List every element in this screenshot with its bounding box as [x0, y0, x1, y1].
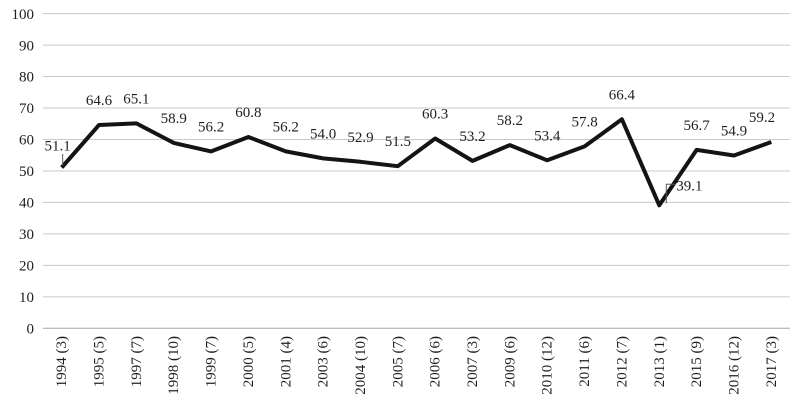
x-axis-category-label: 2015 (9) [689, 336, 705, 387]
y-axis-tick-label: 90 [19, 38, 34, 54]
data-point-label: 58.2 [497, 113, 523, 129]
data-point-label: 51.1 [45, 138, 71, 154]
x-axis-category-label: 2009 (6) [502, 336, 518, 387]
x-axis-category-label: 2000 (5) [241, 336, 257, 387]
data-point-label: 54.0 [310, 126, 336, 142]
x-axis-category-label: 2012 (7) [614, 336, 630, 387]
data-point-label: 51.5 [385, 134, 411, 150]
data-point-label: 54.9 [721, 124, 747, 140]
x-axis-category-label: 2010 (12) [540, 336, 556, 395]
y-axis-tick-label: 50 [19, 164, 34, 180]
x-axis-category-label: 2007 (3) [465, 336, 481, 387]
y-axis-tick-label: 60 [19, 133, 34, 149]
y-axis-tick-label: 80 [19, 70, 34, 86]
data-point-label: 65.1 [123, 91, 149, 107]
x-axis-category-label: 1998 (10) [166, 336, 182, 395]
y-axis-tick-label: 30 [19, 227, 34, 243]
data-point-label: 53.4 [534, 128, 561, 144]
x-axis-category-label: 2006 (6) [428, 336, 444, 387]
x-axis-category-label: 2003 (6) [316, 336, 332, 387]
data-point-label: 64.6 [86, 93, 113, 109]
data-point-label: 39.1 [676, 178, 702, 194]
x-axis-category-label: 2016 (12) [727, 336, 743, 395]
x-axis-category-label: 2017 (3) [764, 336, 780, 387]
x-axis-category-label: 2001 (4) [278, 336, 294, 387]
x-axis-category-label: 1999 (7) [204, 336, 220, 387]
leader-line [665, 183, 676, 204]
x-axis-category-label: 1997 (7) [129, 336, 145, 387]
y-axis-tick-label: 70 [19, 101, 34, 117]
x-axis-category-label: 2013 (1) [652, 336, 668, 387]
x-axis-category-label: 2011 (6) [577, 336, 593, 387]
data-point-label: 60.3 [422, 107, 448, 123]
series-line [60, 117, 772, 208]
data-point-label: 59.2 [749, 110, 775, 126]
y-axis-tick-label: 0 [27, 322, 35, 338]
data-point-label: 56.2 [198, 119, 224, 135]
data-point-label: 58.9 [161, 111, 187, 127]
x-axis-category-label: 2004 (10) [353, 336, 369, 395]
x-axis-category-label: 2005 (7) [390, 336, 406, 387]
data-point-label: 56.2 [273, 119, 299, 135]
y-axis-tick-label: 20 [19, 259, 34, 275]
data-point-label: 66.4 [609, 87, 636, 103]
y-axis-tick-label: 10 [19, 290, 34, 306]
y-axis-tick-label: 100 [12, 7, 35, 23]
data-point-label: 52.9 [347, 130, 373, 146]
x-axis-category-label: 1994 (3) [54, 336, 70, 387]
data-point-label: 57.8 [571, 114, 597, 130]
data-point-label: 60.8 [235, 105, 261, 121]
y-axis-tick-label: 40 [19, 196, 34, 212]
x-axis-category-label: 1995 (5) [92, 336, 108, 387]
data-point-label: 56.7 [684, 118, 711, 134]
data-point-label: 53.2 [459, 129, 485, 145]
